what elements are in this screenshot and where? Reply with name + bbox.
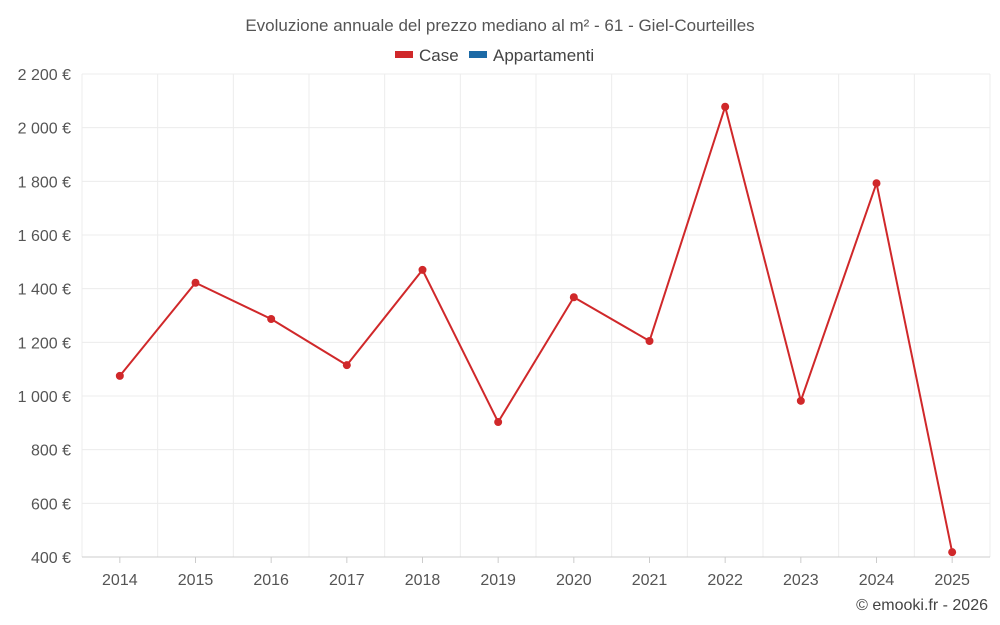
x-tick-label: 2016	[253, 572, 289, 589]
x-tick-label: 2020	[556, 572, 592, 589]
data-point-case[interactable]	[796, 396, 805, 405]
y-tick-label: 1 200 €	[18, 335, 71, 352]
legend: Case Appartamenti	[395, 46, 594, 65]
x-tick-label: 2014	[102, 572, 138, 589]
legend-label-case: Case	[419, 46, 459, 65]
y-tick-label: 1 400 €	[18, 282, 71, 299]
y-tick-label: 2 000 €	[18, 121, 71, 138]
data-point-case[interactable]	[721, 102, 730, 111]
data-point-case[interactable]	[494, 418, 503, 427]
y-tick-label: 800 €	[31, 443, 71, 460]
data-point-case[interactable]	[948, 548, 957, 557]
x-tick-label: 2022	[707, 572, 743, 589]
legend-item-case[interactable]: Case	[395, 46, 459, 65]
x-tick-label: 2017	[329, 572, 365, 589]
series-line-case	[119, 105, 954, 553]
data-point-case[interactable]	[115, 371, 124, 380]
y-tick-label: 1 800 €	[18, 174, 71, 191]
legend-swatch-case	[395, 51, 413, 58]
data-point-case[interactable]	[872, 179, 881, 188]
chart-title: Evoluzione annuale del prezzo mediano al…	[245, 16, 754, 35]
series	[115, 102, 957, 557]
data-point-case[interactable]	[191, 278, 200, 287]
x-tick-label: 2015	[178, 572, 214, 589]
grid	[81, 73, 991, 557]
legend-label-appartamenti: Appartamenti	[493, 46, 594, 65]
legend-item-appartamenti[interactable]: Appartamenti	[469, 46, 594, 65]
y-tick-label: 400 €	[31, 550, 71, 567]
y-tick-label: 600 €	[31, 496, 71, 513]
axes: 400 € 600 € 800 € 1 000 € 1 200 € 1 400 € 1 60…	[18, 67, 990, 589]
legend-swatch-appartamenti	[469, 51, 487, 58]
data-point-case[interactable]	[569, 293, 578, 302]
y-tick-label: 1 000 €	[18, 389, 71, 406]
x-tick-label: 2019	[480, 572, 516, 589]
x-tick-label: 2023	[783, 572, 819, 589]
data-point-case[interactable]	[342, 361, 351, 370]
data-point-case[interactable]	[267, 314, 276, 323]
y-tick-label: 2 200 €	[18, 67, 71, 84]
x-tick-label: 2021	[632, 572, 668, 589]
data-point-case[interactable]	[645, 336, 654, 345]
x-tick-label: 2024	[859, 572, 895, 589]
y-tick-label: 1 600 €	[18, 228, 71, 245]
data-point-case[interactable]	[418, 265, 427, 274]
x-tick-label: 2025	[934, 572, 970, 589]
x-tick-label: 2018	[405, 572, 441, 589]
credit-text: © emooki.fr - 2026	[856, 597, 988, 614]
